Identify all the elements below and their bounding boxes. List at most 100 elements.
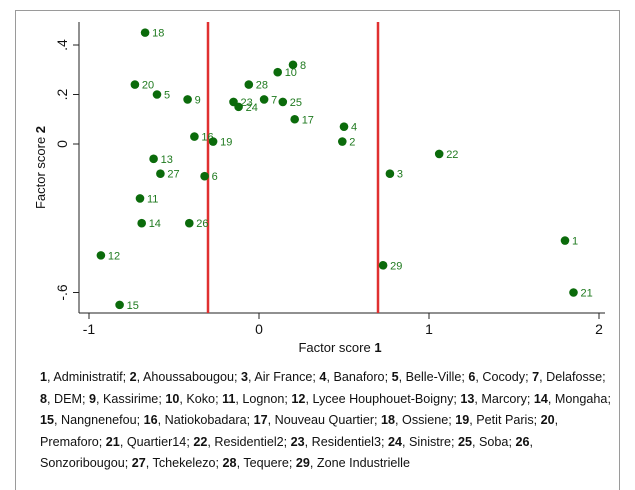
scatter-point-label-27: 27 bbox=[167, 169, 179, 181]
legend-name: Delafosse bbox=[546, 370, 603, 384]
legend-name: Zone Industrielle bbox=[316, 456, 410, 471]
legend-name: Koko bbox=[186, 391, 216, 406]
legend-caption: 1, Administratif; 2, Ahoussabougou; 3, A… bbox=[40, 370, 611, 471]
legend-number: 4 bbox=[319, 370, 327, 384]
scatter-point-label-8: 8 bbox=[300, 60, 306, 72]
legend-number: 25 bbox=[458, 434, 473, 449]
legend-number: 3 bbox=[241, 370, 249, 384]
scatter-point-label-28: 28 bbox=[256, 80, 268, 92]
legend-number: 18 bbox=[381, 413, 396, 428]
scatter-point-label-21: 21 bbox=[581, 288, 593, 300]
scatter-point-10 bbox=[273, 67, 283, 77]
scatter-point-28 bbox=[244, 80, 254, 89]
legend-name: Kassirime bbox=[103, 391, 159, 406]
scatter-point-2 bbox=[338, 137, 347, 146]
legend-name: Ahoussabougou bbox=[142, 370, 234, 384]
legend-number: 15 bbox=[40, 413, 55, 428]
scatter-point-21 bbox=[569, 288, 578, 297]
legend-name: Premaforo bbox=[40, 434, 99, 449]
scatter-point-26 bbox=[185, 218, 194, 228]
legend-name: Nouveau Quartier bbox=[274, 413, 375, 428]
scatter-point-29 bbox=[378, 260, 388, 270]
legend-number: 14 bbox=[533, 391, 548, 406]
x-tick-label: 0 bbox=[255, 321, 263, 337]
scatter-point-14 bbox=[137, 218, 146, 228]
scatter-point-label-11: 11 bbox=[147, 193, 158, 205]
scatter-point-18 bbox=[140, 28, 150, 37]
scatter-point-label-23: 23 bbox=[241, 97, 253, 109]
legend-name: Sinistre bbox=[409, 434, 451, 449]
scatter-point-label-2: 2 bbox=[349, 137, 355, 149]
scatter-point-15 bbox=[115, 300, 124, 310]
legend-number: 19 bbox=[455, 413, 470, 428]
scatter-point-24 bbox=[234, 102, 243, 112]
scatter-point-16 bbox=[190, 132, 199, 141]
legend-number: 20 bbox=[540, 413, 555, 428]
y-tick-label: .4 bbox=[54, 39, 70, 51]
legend-name: Air France bbox=[254, 370, 313, 384]
legend-number: 23 bbox=[290, 434, 305, 449]
legend-number: 10 bbox=[165, 391, 180, 406]
scatter-point-label-18: 18 bbox=[152, 28, 164, 40]
scatter-point-6 bbox=[200, 171, 209, 181]
legend-name: Soba bbox=[479, 434, 509, 449]
scatter-point-7 bbox=[259, 95, 269, 104]
legend-name: Belle-Ville bbox=[405, 370, 462, 384]
legend-name: Administratif bbox=[53, 370, 123, 384]
legend-name: Ossiene bbox=[402, 413, 449, 428]
scatter-point-label-15: 15 bbox=[127, 300, 139, 312]
legend-name: Petit Paris bbox=[476, 413, 534, 428]
scatter-point-9 bbox=[183, 95, 192, 104]
legend-number: 9 bbox=[89, 391, 97, 406]
scatter-point-label-9: 9 bbox=[195, 94, 201, 106]
legend-number: 13 bbox=[460, 391, 475, 406]
legend-number: 21 bbox=[105, 434, 120, 449]
scatter-point-label-4: 4 bbox=[351, 122, 357, 134]
scatter-point-label-26: 26 bbox=[196, 218, 208, 230]
scatter-point-3 bbox=[385, 169, 395, 178]
scatter-point-1 bbox=[560, 236, 570, 245]
scatter-point-25 bbox=[278, 97, 288, 107]
legend-name: Nangnenefou bbox=[61, 413, 137, 428]
scatter-point-label-12: 12 bbox=[108, 250, 120, 262]
scatter-point-label-1: 1 bbox=[572, 236, 578, 248]
scatter-point-20 bbox=[130, 80, 140, 89]
legend-number: 6 bbox=[468, 370, 476, 384]
legend-number: 8 bbox=[40, 391, 48, 406]
legend-name: Residentiel3 bbox=[311, 434, 381, 449]
scatter-point-12 bbox=[96, 251, 106, 260]
legend-number: 29 bbox=[295, 456, 310, 471]
legend-name: Lycee Houphouet-Boigny bbox=[312, 391, 454, 406]
x-tick-label: 2 bbox=[595, 321, 603, 337]
scatter-point-label-13: 13 bbox=[161, 154, 173, 166]
scatter-point-label-25: 25 bbox=[290, 97, 302, 109]
scatter-point-label-5: 5 bbox=[164, 90, 170, 102]
scatter-point-label-3: 3 bbox=[397, 169, 403, 181]
legend-number: 11 bbox=[222, 391, 236, 406]
scatter-point-27 bbox=[156, 169, 165, 178]
legend-number: 27 bbox=[131, 456, 146, 471]
legend-number: 7 bbox=[532, 370, 540, 384]
y-axis-title: Factor score 2 bbox=[33, 126, 48, 209]
legend-name: Mongaha bbox=[554, 391, 608, 406]
scatter-point-label-6: 6 bbox=[212, 171, 218, 183]
legend-name: Sonzoribougou bbox=[40, 456, 125, 471]
scatter-point-17 bbox=[290, 114, 300, 124]
scatter-point-label-10: 10 bbox=[285, 67, 297, 79]
legend-number: 24 bbox=[387, 434, 402, 449]
x-tick-label: 1 bbox=[425, 321, 433, 337]
scatter-point-label-19: 19 bbox=[220, 137, 232, 149]
scatter-point-5 bbox=[152, 90, 162, 99]
scatter-point-13 bbox=[149, 154, 158, 164]
scatter-point-11 bbox=[135, 194, 145, 203]
y-tick-label: .2 bbox=[54, 88, 70, 100]
scatter-point-22 bbox=[434, 149, 444, 159]
legend-number: 1 bbox=[40, 370, 48, 384]
legend-name: Natiokobadara bbox=[164, 413, 247, 428]
scatter-point-label-29: 29 bbox=[390, 260, 402, 272]
legend-number: 12 bbox=[291, 391, 306, 406]
scatter-point-label-24: 24 bbox=[246, 102, 258, 114]
legend-name: Quartier14 bbox=[126, 434, 187, 449]
